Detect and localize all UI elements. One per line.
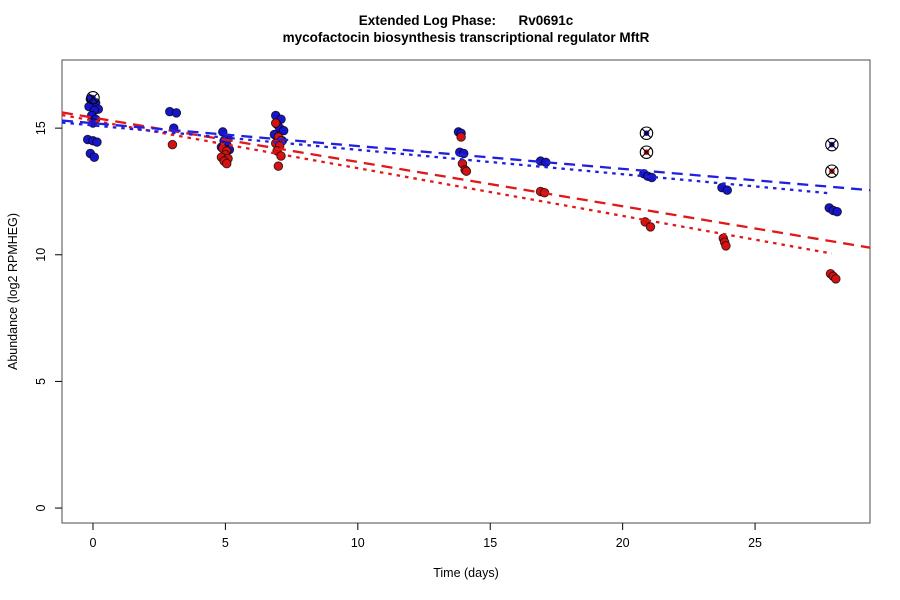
data-point xyxy=(167,139,178,150)
trend-line-red-dotted-fit xyxy=(61,113,833,255)
x-axis-tick-label: 5 xyxy=(222,536,229,550)
data-point xyxy=(92,137,102,147)
data-point xyxy=(831,274,841,284)
data-point xyxy=(270,118,281,128)
series-red-flagged-outliers xyxy=(639,145,839,178)
x-axis-tick-label: 10 xyxy=(351,536,365,550)
x-axis-tick-label: 25 xyxy=(748,536,762,550)
trend-line-red-dashed-fit xyxy=(61,111,871,249)
y-axis-tick-label: 15 xyxy=(34,121,48,135)
plot-box xyxy=(61,59,871,524)
data-point xyxy=(721,241,731,251)
outlier-marker xyxy=(825,137,839,152)
data-point xyxy=(456,132,466,142)
axes: 0 5 10 15 20 25 0 5 10 15 Time (days) Abundance (lo… xyxy=(6,59,871,580)
outlier-marker xyxy=(825,164,839,178)
data-point xyxy=(171,108,182,118)
series-blue-flagged-outliers xyxy=(86,90,839,152)
data-point xyxy=(645,222,656,232)
y-axis-label: Abundance (log2 RPMHEG) xyxy=(6,213,20,370)
series-red-replicates xyxy=(167,118,841,284)
y-axis-tick-label: 10 xyxy=(34,248,48,262)
data-point xyxy=(221,158,232,169)
data-point xyxy=(89,152,100,163)
outlier-marker xyxy=(639,145,654,159)
x-axis-tick-label: 15 xyxy=(483,536,497,550)
data-point xyxy=(461,166,472,176)
outlier-marker xyxy=(639,126,654,140)
data-point xyxy=(276,151,286,161)
trend-line-blue-dashed-fit xyxy=(61,119,871,192)
y-axis-tick-label: 0 xyxy=(34,505,48,512)
data-point xyxy=(278,125,289,136)
data-point xyxy=(273,161,284,171)
outlier-marker xyxy=(86,90,100,105)
trend-line-blue-dotted-fit xyxy=(61,121,832,195)
data-point xyxy=(832,206,842,217)
x-axis-label: Time (days) xyxy=(433,566,499,580)
x-axis-tick-label: 20 xyxy=(616,536,630,550)
x-axis-tick-label: 0 xyxy=(90,536,97,550)
data-point xyxy=(722,185,733,195)
y-axis-tick-label: 5 xyxy=(34,378,48,385)
